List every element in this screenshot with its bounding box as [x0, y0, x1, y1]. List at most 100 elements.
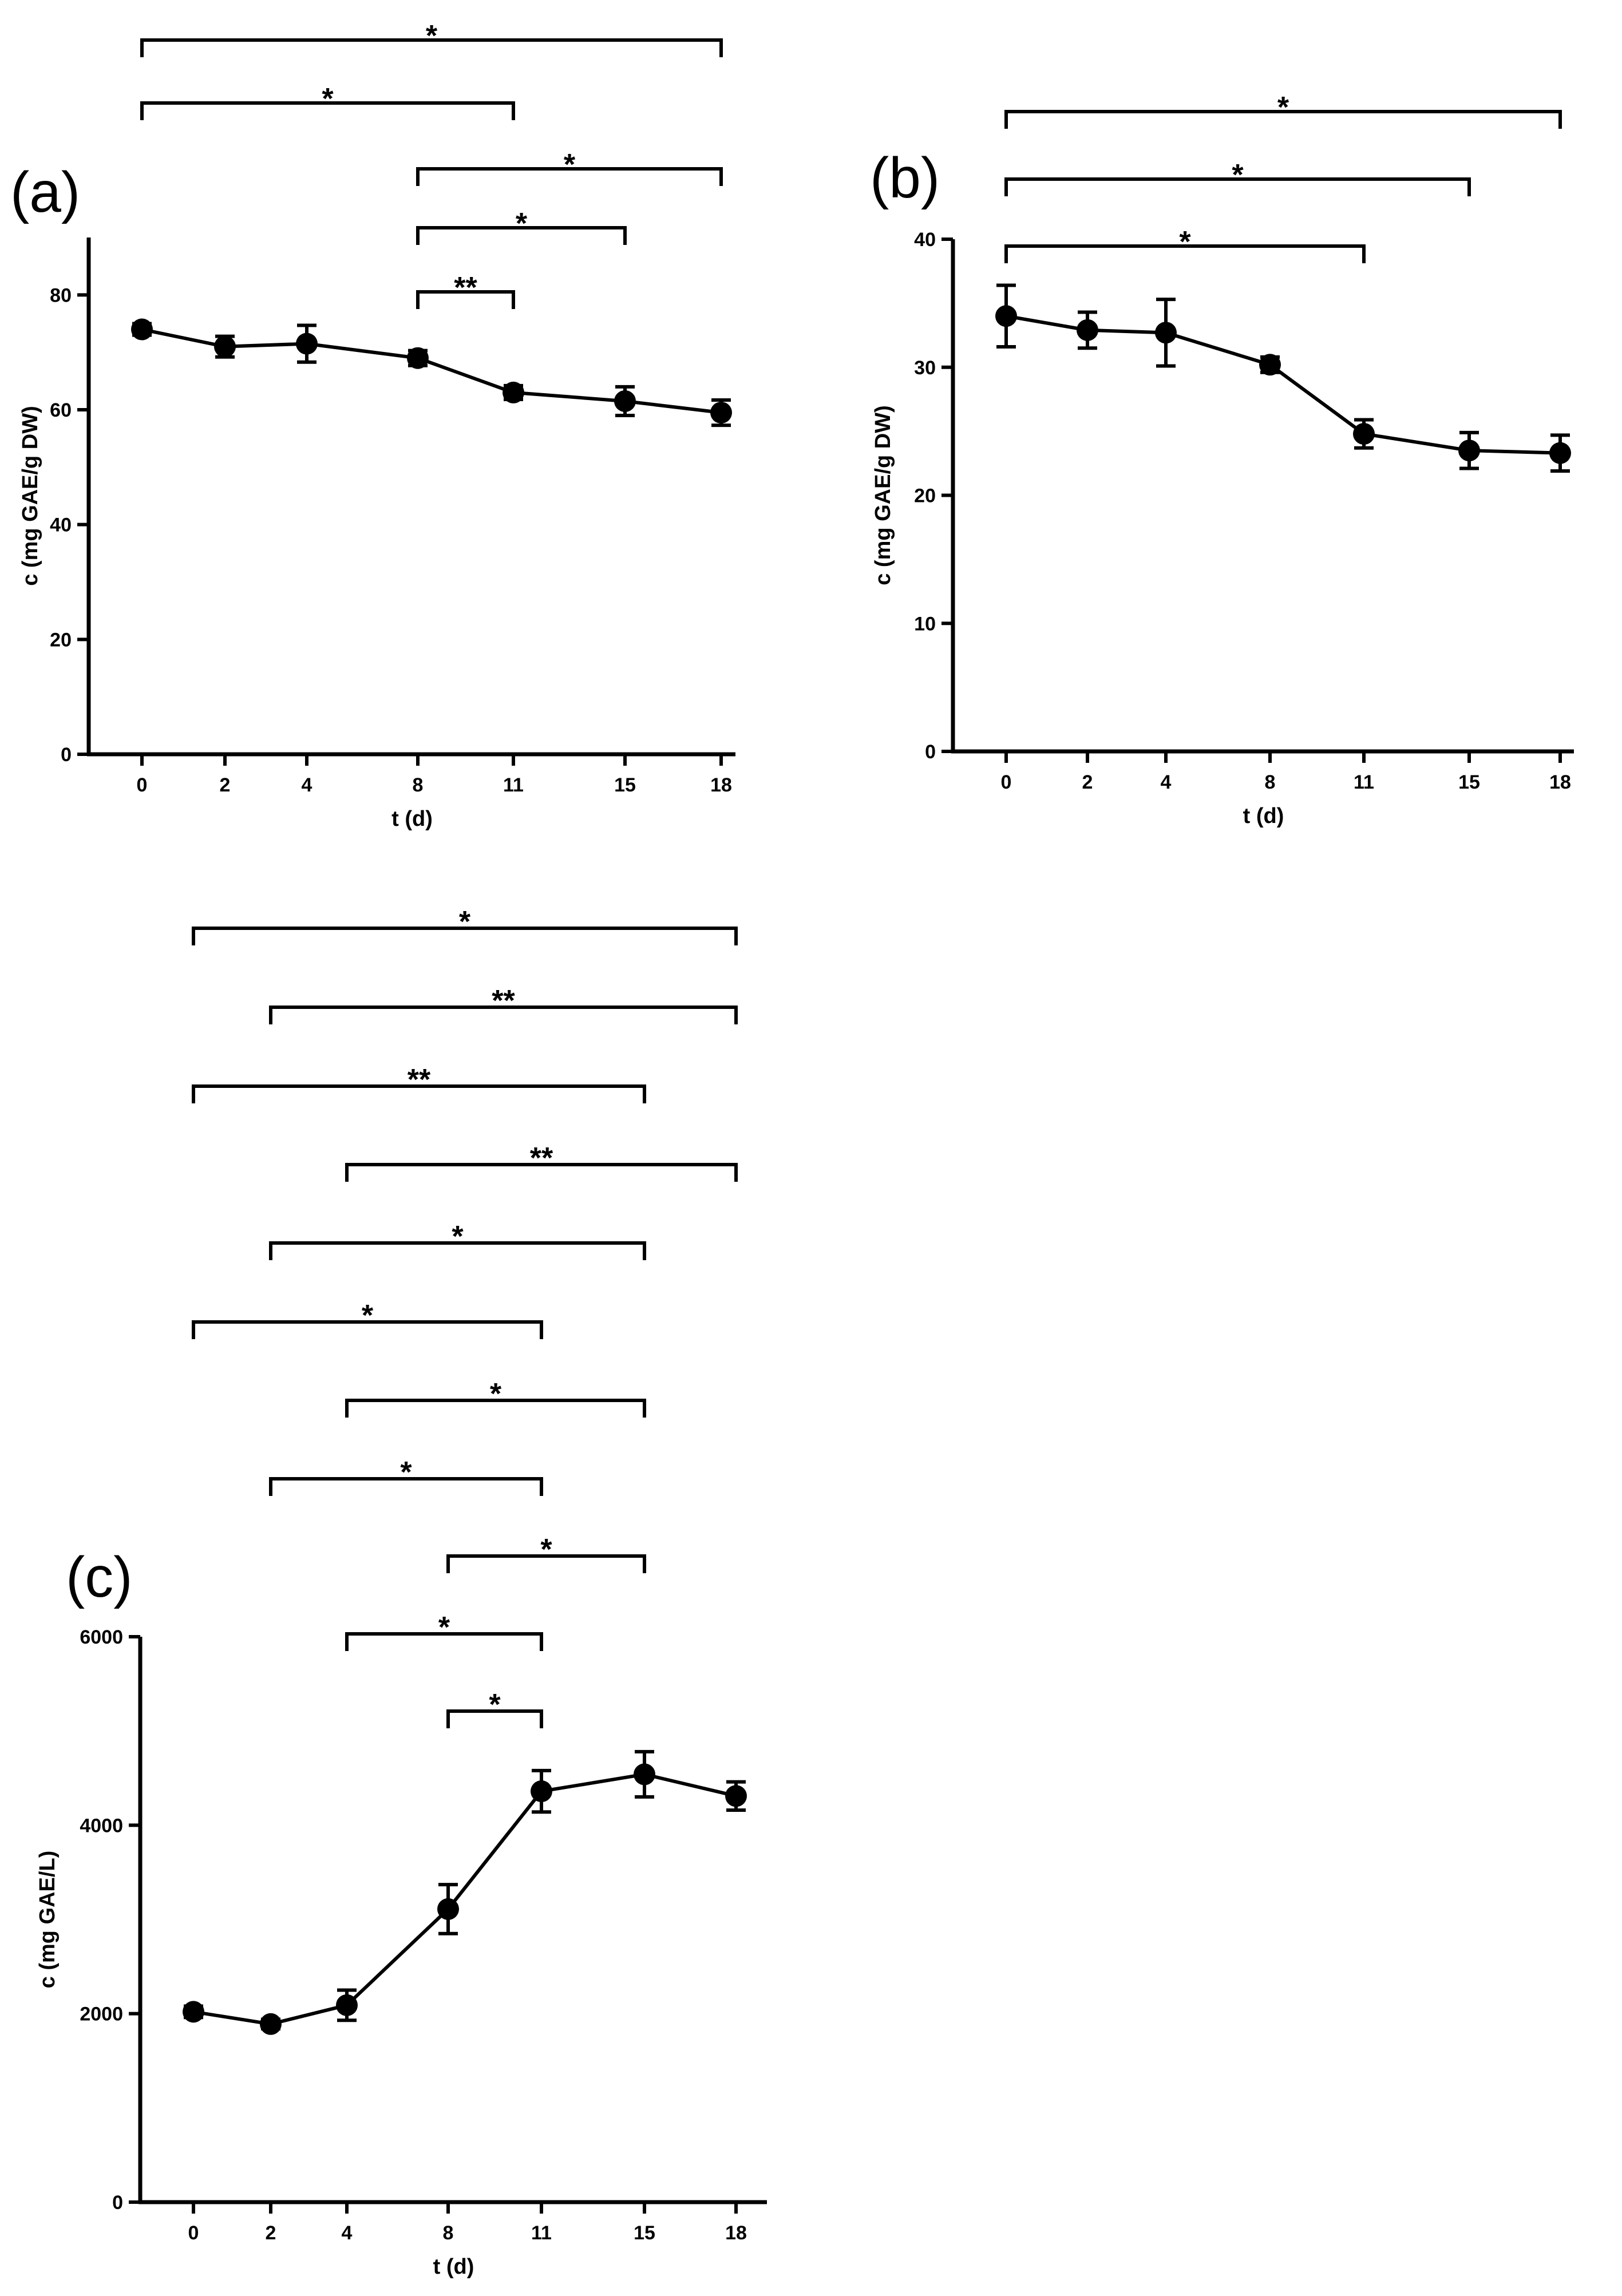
x-tick-label: 11	[531, 2222, 552, 2244]
x-tick-label: 2	[1082, 771, 1093, 793]
x-tick-label: 8	[1265, 771, 1276, 793]
panel-c: (c) 0 2000 4000 6000 0 2 4 8 11 15 18 t (d) c (mg GAE…	[35, 905, 767, 2279]
significance-bracket	[446, 1554, 646, 1573]
significance-bracket	[1004, 177, 1471, 196]
x-axis-title: t (d)	[1243, 804, 1284, 828]
x-tick-label: 4	[342, 2222, 353, 2244]
panel-label: (c)	[66, 1545, 133, 1609]
significance-label: *	[400, 1456, 412, 1489]
x-tick-label: 15	[1458, 771, 1480, 793]
data-point	[437, 1898, 459, 1920]
significance-label: *	[490, 1377, 502, 1411]
y-tick-label: 40	[914, 229, 936, 251]
significance-label: *	[438, 1611, 450, 1644]
significance-label: *	[540, 1533, 552, 1566]
data-point	[260, 2013, 282, 2035]
y-axis-title: c (mg GAE/g DW)	[18, 406, 42, 586]
data-point	[336, 1994, 358, 2016]
data-point	[407, 347, 429, 369]
x-tick-label: 4	[1161, 771, 1172, 793]
data-point	[1155, 322, 1177, 344]
data-point	[503, 381, 524, 403]
significance-label: *	[452, 1220, 464, 1253]
significance-label: *	[1179, 225, 1191, 259]
significance-label: *	[564, 148, 576, 181]
y-axis-title: c (mg GAE/L)	[35, 1851, 60, 1989]
panel-label: (b)	[870, 146, 940, 210]
data-point	[1353, 423, 1375, 445]
significance-label: *	[459, 905, 471, 939]
y-tick-label: 10	[914, 613, 936, 635]
significance-label: **	[454, 271, 477, 304]
panel-b: (b) 0 10 20 30 40 0 2 4 8 11 15 18 t (d) c (mg GAE/g D…	[870, 91, 1574, 828]
y-tick-label: 80	[50, 284, 72, 306]
data-point	[214, 335, 236, 358]
significance-bracket	[345, 1399, 646, 1418]
significance-label: **	[408, 1063, 431, 1096]
significance-bracket	[416, 226, 627, 245]
data-point	[531, 1780, 552, 1803]
x-axis-title: t (d)	[391, 807, 433, 831]
x-tick-label: 8	[413, 774, 424, 796]
series-line	[193, 1772, 737, 2026]
x-tick-label: 0	[188, 2222, 199, 2244]
significance-bracket	[416, 290, 515, 309]
y-tick-label: 0	[112, 2192, 123, 2214]
y-tick-label: 0	[61, 744, 72, 766]
significance-label: *	[362, 1299, 374, 1332]
y-tick-label: 0	[925, 741, 936, 763]
x-tick-label: 18	[710, 774, 732, 796]
panel-label: (a)	[10, 160, 80, 224]
data-point	[634, 1763, 655, 1786]
significance-bracket	[192, 1320, 543, 1339]
y-tick-label: 30	[914, 357, 936, 379]
x-tick-label: 4	[302, 774, 312, 796]
significance-bracket	[345, 1632, 543, 1651]
significance-bracket	[140, 101, 515, 120]
significance-bracket	[345, 1163, 738, 1182]
significance-bracket	[140, 38, 723, 57]
x-tick-label: 18	[725, 2222, 747, 2244]
data-point	[725, 1785, 747, 1807]
x-tick-label: 15	[634, 2222, 655, 2244]
significance-label: *	[489, 1688, 501, 1721]
y-tick-label: 40	[50, 514, 72, 536]
y-axis-title: c (mg GAE/g DW)	[871, 405, 895, 585]
data-point	[614, 390, 636, 412]
data-point	[995, 305, 1017, 327]
data-point	[710, 402, 732, 424]
data-point	[1259, 354, 1281, 376]
significance-label: **	[530, 1142, 553, 1175]
y-tick-label: 20	[914, 485, 936, 507]
significance-bracket	[446, 1709, 543, 1728]
data-point	[296, 332, 318, 355]
y-tick-label: 2000	[80, 2004, 123, 2025]
data-point	[1549, 442, 1571, 464]
significance-bracket	[269, 1241, 646, 1260]
x-tick-label: 11	[1354, 771, 1374, 793]
x-tick-label: 0	[1001, 771, 1012, 793]
significance-bracket	[192, 1084, 646, 1103]
significance-label: *	[1232, 159, 1244, 192]
x-tick-label: 18	[1549, 771, 1571, 793]
significance-label: **	[492, 984, 515, 1018]
x-axis-title: t (d)	[433, 2255, 474, 2279]
significance-label: *	[322, 82, 334, 116]
significance-bracket	[1004, 110, 1562, 129]
x-tick-label: 0	[137, 774, 148, 796]
data-point	[1458, 440, 1480, 462]
x-tick-label: 11	[503, 774, 524, 796]
x-tick-label: 8	[443, 2222, 454, 2244]
y-tick-label: 20	[50, 629, 72, 651]
significance-bracket	[1004, 244, 1366, 263]
y-tick-label: 4000	[80, 1815, 123, 1836]
data-point	[183, 2001, 204, 2023]
significance-bracket	[416, 167, 723, 186]
x-tick-label: 2	[220, 774, 231, 796]
x-tick-label: 2	[266, 2222, 276, 2244]
data-point	[131, 318, 153, 341]
x-tick-label: 15	[614, 774, 636, 796]
significance-bracket	[269, 1477, 543, 1496]
significance-label: *	[1277, 91, 1289, 124]
